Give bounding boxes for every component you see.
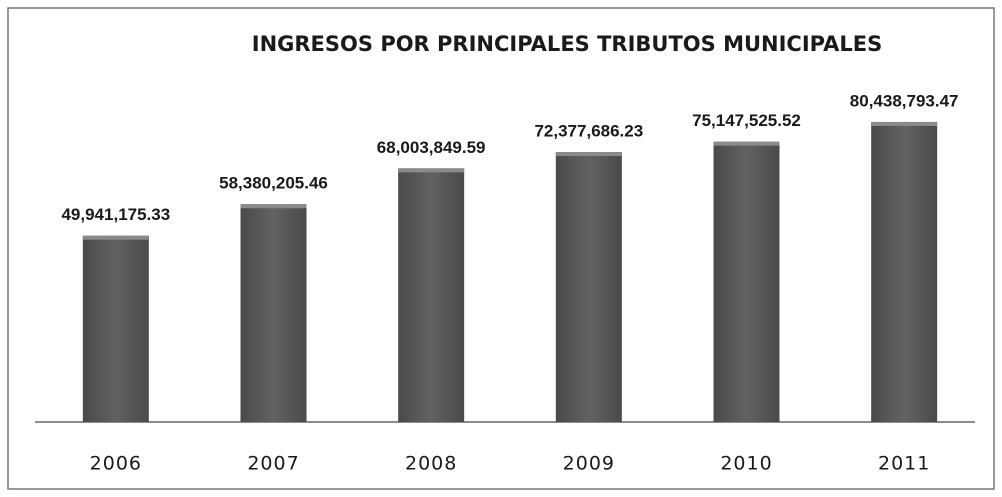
value-label: 58,380,205.46: [219, 174, 328, 193]
x-tick-label: 2007: [247, 453, 299, 475]
chart-title: INGRESOS POR PRINCIPALES TRIBUTOS MUNICI…: [252, 32, 882, 56]
bar: [555, 152, 622, 422]
bar: [82, 235, 149, 422]
bar: [871, 121, 938, 422]
value-label: 68,003,849.59: [377, 138, 486, 157]
value-label: 72,377,686.23: [534, 122, 643, 141]
value-label: 75,147,525.52: [692, 111, 801, 130]
x-tick-label: 2008: [405, 453, 457, 475]
bar-cap: [240, 204, 307, 209]
bar: [713, 141, 780, 423]
bar-cap: [555, 152, 622, 157]
value-label: 80,438,793.47: [850, 91, 959, 110]
bar: [240, 204, 307, 422]
bar-cap: [871, 121, 938, 126]
bar-cap: [398, 168, 465, 173]
x-tick-label: 2010: [720, 453, 772, 475]
value-label: 49,941,175.33: [61, 205, 170, 224]
bar: [398, 168, 465, 422]
bar-cap: [713, 141, 780, 146]
x-tick-label: 2006: [90, 453, 142, 475]
bar-cap: [82, 235, 149, 240]
x-tick-label: 2011: [878, 453, 930, 475]
x-tick-label: 2009: [563, 453, 615, 475]
chart-frame: [7, 7, 995, 490]
